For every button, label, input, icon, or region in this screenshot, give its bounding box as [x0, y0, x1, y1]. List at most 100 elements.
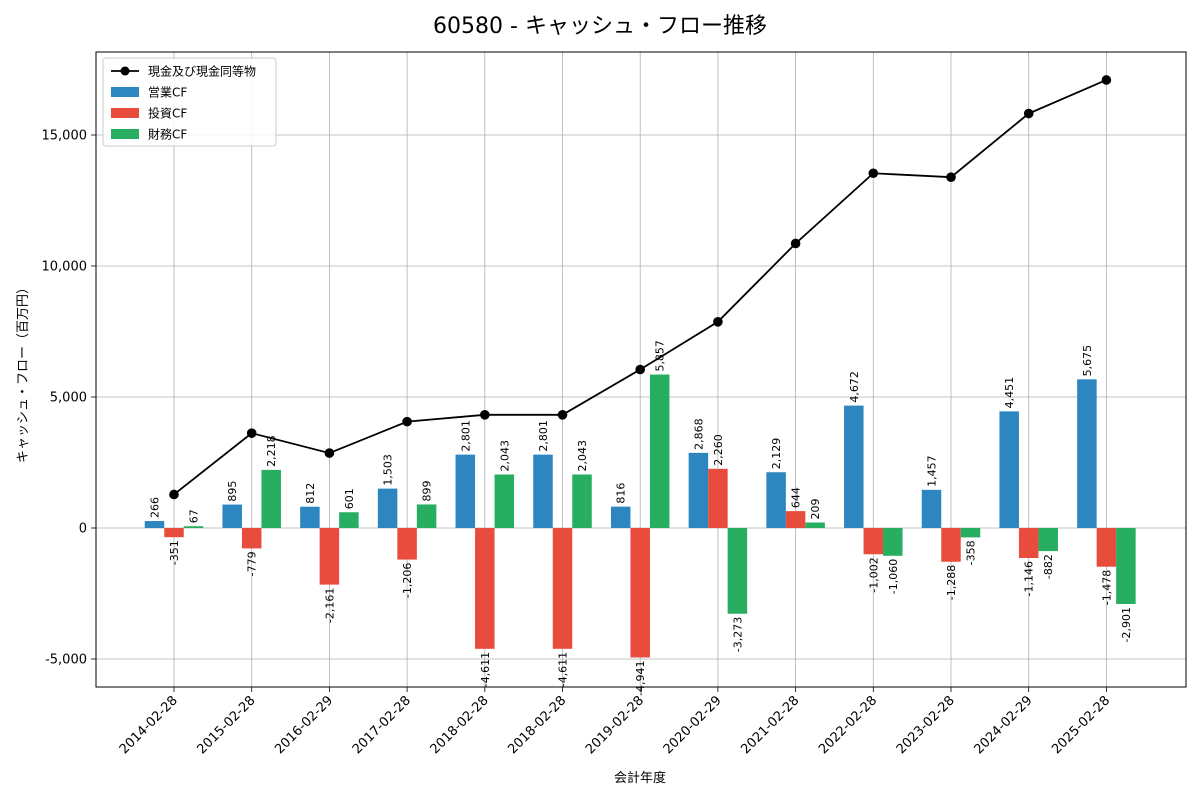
- bar-financing: [960, 528, 981, 538]
- cash-point: [246, 428, 257, 438]
- legend-box: [102, 57, 277, 147]
- x-tick-label: 2017-02-28: [350, 693, 414, 757]
- bar-financing: [261, 469, 281, 528]
- x-tick-label: 2018-02-28: [505, 693, 569, 757]
- x-tick-label: 2014-02-28: [117, 693, 181, 757]
- bar-data-label: -1,002: [867, 557, 880, 592]
- bar-investing: [941, 528, 961, 562]
- bar-data-label: -1,478: [1100, 570, 1113, 605]
- bar-data-label: 4,451: [1003, 377, 1016, 408]
- bar-financing: [416, 504, 437, 528]
- bar-data-label: -1,288: [945, 565, 958, 600]
- cash-point: [946, 172, 956, 182]
- x-axis-label: 会計年度: [614, 770, 666, 786]
- cash-point: [790, 238, 801, 249]
- cash-point: [402, 416, 412, 427]
- bar-investing: [1096, 528, 1117, 567]
- bars-layer: [144, 374, 1136, 658]
- plot-frame: [95, 51, 1187, 688]
- bar-labels-layer: 266 895 812 1,503 2,801 2,801 816 2,868 2,129 4,6…: [149, 340, 1133, 696]
- cash-point: [635, 364, 645, 375]
- bar-data-label: 2,043: [498, 440, 511, 472]
- line-layer: [169, 75, 1112, 500]
- y-axis-label: キャッシュ・フロー（百万円）: [16, 281, 31, 463]
- bar-data-label: 2,129: [770, 438, 783, 470]
- x-tick-label: 2018-02-28: [428, 693, 492, 757]
- bar-financing: [649, 374, 670, 528]
- bar-data-label: -4,941: [634, 660, 647, 695]
- x-tick-label: 2023-02-28: [894, 693, 958, 757]
- y-tick-label: 5,000: [50, 391, 87, 406]
- bar-investing: [397, 528, 417, 560]
- x-tick-label: 2022-02-28: [816, 693, 880, 757]
- bar-data-label: -1,060: [887, 559, 900, 594]
- bar-data-label: 644: [790, 487, 803, 508]
- bar-financing: [1116, 528, 1136, 605]
- bar-data-label: 816: [615, 483, 628, 504]
- bar-investing: [630, 528, 650, 658]
- bar-operating: [610, 506, 631, 528]
- legend-swatch: [111, 87, 139, 97]
- bar-financing: [883, 528, 903, 556]
- bar-financing: [339, 512, 359, 528]
- bar-data-label: 2,218: [265, 435, 278, 467]
- bar-data-label: 895: [226, 481, 239, 502]
- bar-operating: [377, 488, 398, 528]
- bar-operating: [766, 472, 786, 528]
- bar-data-label: -779: [246, 551, 259, 576]
- bar-data-label: -358: [965, 540, 978, 565]
- cash-point: [169, 489, 179, 500]
- y-tick-label: 10,000: [42, 260, 88, 275]
- bar-investing: [475, 528, 495, 649]
- bar-financing: [1038, 528, 1058, 552]
- bar-data-label: -1,206: [401, 563, 414, 598]
- bar-data-label: 209: [809, 499, 822, 520]
- x-tick-label: 2025-02-28: [1049, 693, 1113, 757]
- bar-data-label: -2,161: [323, 588, 336, 623]
- bar-investing: [708, 468, 728, 528]
- x-tick-label: 2020-02-29: [661, 693, 725, 757]
- legend-swatch: [111, 129, 139, 139]
- bar-operating: [144, 521, 165, 528]
- bar-data-label: 899: [421, 480, 434, 501]
- bar-data-label: 1,503: [382, 454, 395, 486]
- grid-layer: [96, 52, 1186, 687]
- bar-data-label: -3,273: [731, 617, 744, 652]
- bar-data-label: 812: [304, 483, 317, 504]
- bar-investing: [785, 511, 806, 528]
- bar-investing: [1018, 528, 1039, 559]
- bar-data-label: 2,801: [537, 420, 550, 452]
- cash-point: [1023, 108, 1034, 119]
- x-tick-label: 2024-02-29: [971, 693, 1035, 757]
- x-tick-label: 2015-02-28: [194, 693, 258, 757]
- bar-financing: [727, 528, 748, 614]
- bar-data-label: 4,672: [848, 371, 861, 403]
- chart-title: 60580 - キャッシュ・フロー推移: [433, 14, 767, 39]
- cash-point: [480, 410, 490, 420]
- bar-data-label: 266: [149, 497, 162, 518]
- y-tick-label: 0: [79, 522, 87, 537]
- cash-point: [868, 168, 879, 179]
- bar-operating: [844, 405, 864, 528]
- x-tick-label: 2019-02-28: [583, 693, 647, 757]
- bar-data-label: 1,457: [926, 455, 939, 487]
- legend-label: 投資CF: [148, 106, 187, 121]
- bar-financing: [572, 474, 592, 528]
- bar-operating: [533, 454, 553, 528]
- bar-financing: [805, 522, 825, 528]
- bar-data-label: -2,901: [1120, 607, 1133, 642]
- legend-marker: [120, 66, 130, 76]
- cash-point: [713, 317, 723, 327]
- x-tick-label: 2016-02-29: [272, 693, 336, 757]
- bar-data-label: 5,857: [654, 340, 667, 372]
- bar-data-label: 2,868: [692, 418, 705, 450]
- bar-operating: [222, 504, 242, 528]
- bar-data-label: -882: [1042, 554, 1055, 579]
- bar-data-label: -4,611: [479, 652, 492, 687]
- bar-data-label: 601: [343, 488, 356, 509]
- bar-data-label: -351: [168, 540, 181, 565]
- bar-data-label: 2,043: [576, 440, 589, 472]
- bar-operating: [921, 489, 942, 528]
